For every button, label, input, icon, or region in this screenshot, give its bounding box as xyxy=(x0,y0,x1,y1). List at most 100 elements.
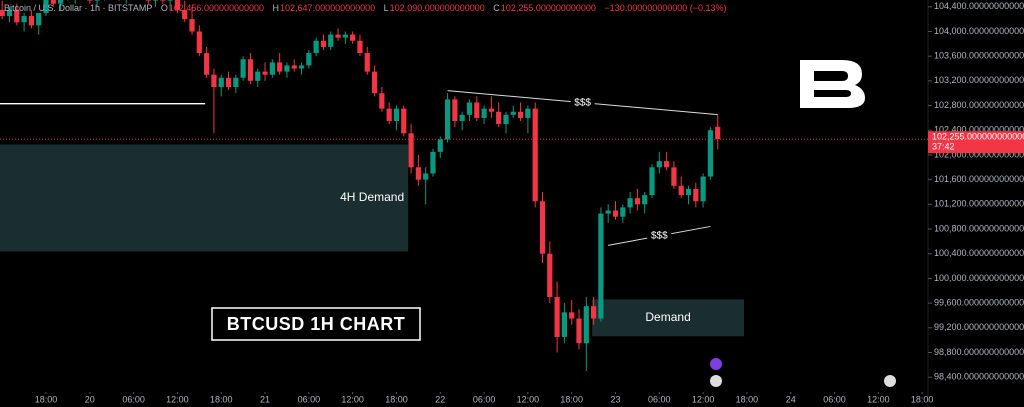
candle-body xyxy=(371,71,378,94)
candle-body xyxy=(36,12,42,26)
candle-body xyxy=(532,108,538,202)
candle-body xyxy=(28,16,34,26)
candle-body xyxy=(656,161,662,168)
candle-body xyxy=(415,167,421,180)
candle-body xyxy=(590,306,597,319)
candle-body xyxy=(218,77,224,88)
candle-body xyxy=(620,207,626,217)
candle-body xyxy=(291,65,297,69)
trendline-label: $$$ xyxy=(651,231,668,242)
candle-body xyxy=(576,318,582,344)
candle-body xyxy=(693,188,699,202)
x-tick-label: 06:00 xyxy=(473,394,496,404)
y-tick-label: 99,600.000000000000 xyxy=(934,297,1024,307)
candle-body xyxy=(569,312,575,319)
candle-body xyxy=(452,99,458,121)
x-tick-label: 12:00 xyxy=(692,394,715,404)
candle-body xyxy=(466,102,473,115)
candle-body xyxy=(496,111,502,125)
candle-body xyxy=(174,0,181,10)
price-label-bg xyxy=(928,131,1024,154)
x-tick-label: 12:00 xyxy=(867,394,890,404)
candle-body xyxy=(583,306,589,344)
candle-body xyxy=(525,108,531,118)
x-tick-label: 18:00 xyxy=(911,394,934,404)
x-tick-label: 12:00 xyxy=(166,394,189,404)
y-tick-label: 104,400.000000000000 xyxy=(934,1,1024,11)
y-tick-label: 103,200.000000000000 xyxy=(934,75,1024,85)
y-tick-label: 104,000.000000000000 xyxy=(934,26,1024,36)
y-tick-label: 103,600.000000000000 xyxy=(934,51,1024,61)
candle-body xyxy=(444,99,451,140)
candle-body xyxy=(707,130,714,177)
x-tick-label: 18:00 xyxy=(210,394,233,404)
candle-body xyxy=(547,253,553,297)
y-tick-label: 102,800.000000000000 xyxy=(934,100,1024,110)
header: Bitcoin / U.S. Dollar · 1h · BITSTAMP O1… xyxy=(4,3,733,13)
candle-body xyxy=(269,62,275,75)
candle-body xyxy=(50,0,56,4)
annotation: BTCUSD 1H CHART xyxy=(227,314,406,334)
x-tick-label: 12:00 xyxy=(341,394,364,404)
close: 102,255.000000000000 xyxy=(500,3,596,13)
y-tick-label: 100,800.000000000000 xyxy=(934,223,1024,233)
candle-body xyxy=(423,173,429,180)
candle-body xyxy=(167,0,173,1)
zone xyxy=(592,299,745,337)
candle-body xyxy=(685,188,692,196)
candle-body xyxy=(189,19,195,32)
candle-body xyxy=(393,108,400,121)
high-key: H xyxy=(272,3,280,13)
candle-body xyxy=(255,71,261,81)
y-tick-label: 102,400.000000000000 xyxy=(934,125,1024,135)
candle-body xyxy=(284,65,290,72)
candle-body xyxy=(612,210,619,217)
candle-body xyxy=(627,198,633,208)
trendline-label: $$$ xyxy=(574,97,591,108)
symbol: Bitcoin / U.S. Dollar · 1h · BITSTAMP xyxy=(4,3,153,13)
candle-body xyxy=(401,108,407,134)
candle-body xyxy=(649,167,655,196)
candle-body xyxy=(306,53,312,66)
x-tick-label: 06:00 xyxy=(122,394,145,404)
candle-body xyxy=(145,0,151,1)
candle-body xyxy=(21,16,27,23)
zone xyxy=(0,144,409,252)
candle-body xyxy=(313,40,319,54)
y-tick-label: 101,600.000000000000 xyxy=(934,174,1024,184)
candle-body xyxy=(94,0,100,1)
y-tick-label: 100,400.000000000000 xyxy=(934,248,1024,258)
x-tick-label: 18:00 xyxy=(385,394,408,404)
low: 102,090.000000000000 xyxy=(389,3,485,13)
candle-body xyxy=(437,139,443,152)
candle-body xyxy=(0,9,5,17)
candle-body xyxy=(715,126,721,140)
candle-body xyxy=(320,40,327,47)
candle-body xyxy=(6,9,13,17)
candle-body xyxy=(277,62,283,72)
candle-body xyxy=(211,74,217,88)
candle-body xyxy=(634,198,641,205)
x-tick-label: 06:00 xyxy=(298,394,321,404)
candle-body xyxy=(430,151,436,174)
flag-icon xyxy=(710,375,722,387)
candle-body xyxy=(503,114,509,125)
price-label: 102,255.000000000000 xyxy=(932,132,1024,142)
x-tick-label: 24 xyxy=(786,394,796,404)
candle-body xyxy=(196,31,202,54)
x-tick-label: 18:00 xyxy=(35,394,58,404)
change: −130.000000000000 (−0.13%) xyxy=(604,3,727,13)
y-tick-label: 99,200.000000000000 xyxy=(934,322,1024,332)
trendline-label-bg xyxy=(570,96,595,109)
candle-body xyxy=(328,34,334,47)
candle-body xyxy=(204,53,210,75)
close-key: C xyxy=(493,3,500,13)
candle-body xyxy=(598,213,604,319)
candle-body xyxy=(408,133,414,168)
candle-body xyxy=(262,71,268,75)
candle-body xyxy=(87,0,93,1)
candle-body xyxy=(474,102,480,118)
zone-label: Demand xyxy=(645,310,690,324)
